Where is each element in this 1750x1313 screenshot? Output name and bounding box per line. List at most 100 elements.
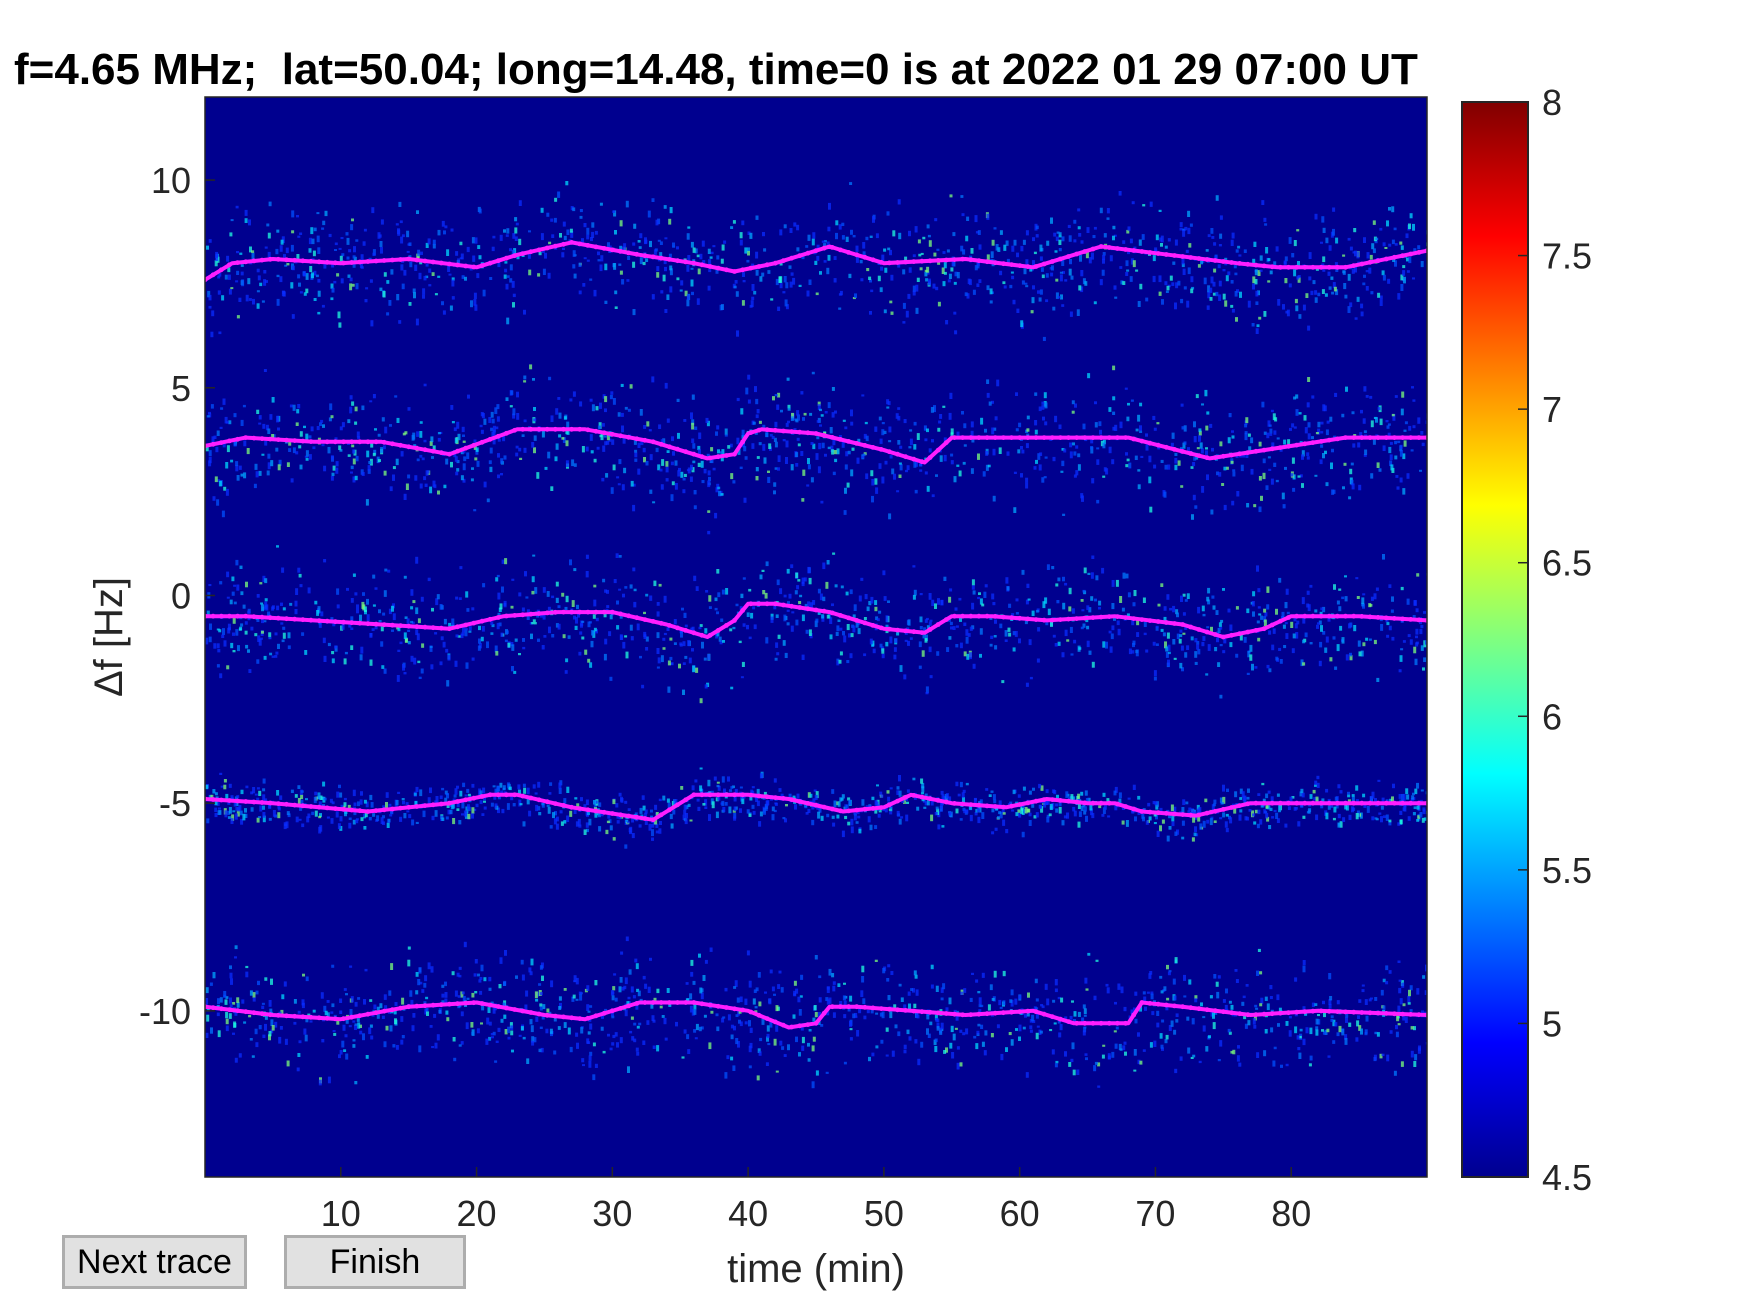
trace-point (919, 630, 925, 635)
trace-point (227, 262, 232, 268)
trace-point (512, 253, 517, 259)
trace-point (308, 439, 314, 444)
trace-point (878, 805, 884, 810)
trace-point (479, 618, 485, 624)
trace-point (943, 257, 949, 263)
trace-point (854, 441, 860, 446)
trace-point (1269, 800, 1275, 806)
trace-point (1375, 615, 1381, 620)
next-trace-button[interactable]: Next trace (62, 1235, 247, 1289)
trace-point (854, 618, 860, 623)
trace-point (1326, 613, 1332, 619)
trace-point (593, 808, 599, 814)
trace-point (1001, 1010, 1006, 1016)
trace-point (512, 792, 517, 798)
trace-point (438, 450, 444, 456)
trace-point (1058, 798, 1063, 803)
trace-point (259, 800, 265, 805)
trace-point (552, 426, 558, 432)
trace-point (1009, 615, 1014, 621)
trace-point (577, 806, 583, 811)
trace-point (390, 622, 395, 628)
trace-point (1131, 1012, 1137, 1018)
trace-point (919, 794, 925, 800)
trace-point (683, 797, 689, 803)
trace-point (732, 451, 737, 457)
colorbar-tick-label: 6.5 (1542, 543, 1592, 584)
trace-point (1196, 1006, 1202, 1012)
trace-point (1408, 435, 1414, 440)
trace-point (1098, 800, 1104, 806)
trace-point (821, 245, 827, 251)
trace-point (1106, 614, 1112, 619)
trace-point (1090, 1020, 1096, 1026)
trace-point (585, 243, 591, 248)
trace-point (1278, 618, 1283, 624)
trace-point (732, 618, 737, 623)
trace-point (259, 436, 265, 441)
trace-point (1163, 1002, 1169, 1008)
trace-point (1220, 807, 1226, 812)
trace-point (300, 258, 306, 264)
trace-point (862, 1004, 868, 1010)
trace-point (911, 1008, 917, 1014)
trace-point (544, 799, 550, 805)
trace-point (227, 613, 232, 619)
trace-point (1049, 797, 1055, 802)
trace-point (634, 1001, 640, 1006)
trace-point (495, 433, 501, 439)
trace-point (235, 1008, 241, 1014)
trace-point (748, 601, 754, 607)
trace-point (332, 1016, 338, 1022)
trace-point (1278, 800, 1283, 806)
trace-point (406, 623, 412, 629)
trace-point (267, 436, 273, 442)
trace-point (1375, 1010, 1381, 1016)
trace-point (373, 621, 379, 627)
trace-point (748, 430, 754, 435)
trace-point (251, 435, 257, 441)
trace-point (1220, 634, 1226, 640)
trace-point (267, 1012, 273, 1018)
finish-button[interactable]: Finish (284, 1235, 466, 1289)
trace-point (1310, 264, 1316, 270)
trace-point (455, 262, 460, 268)
trace-point (1229, 805, 1234, 810)
trace-point (585, 427, 591, 433)
trace-point (976, 1011, 982, 1017)
trace-point (438, 801, 444, 807)
x-tick-label: 20 (457, 1193, 497, 1234)
trace-point (341, 260, 346, 266)
trace-point (324, 618, 330, 624)
trace-point (235, 798, 241, 804)
trace-point (846, 1004, 851, 1010)
trace-point (1139, 617, 1145, 622)
trace-point (952, 801, 957, 806)
trace-point (1416, 1012, 1422, 1018)
trace-point (1302, 264, 1308, 270)
trace-point (927, 627, 933, 632)
trace-point (349, 260, 354, 265)
trace-point (1115, 246, 1120, 251)
trace-point (1237, 1011, 1242, 1017)
trace-point (373, 1010, 379, 1016)
trace-point (292, 257, 297, 263)
trace-point (952, 435, 957, 440)
trace-point (1163, 620, 1169, 625)
trace-point (1351, 435, 1357, 440)
chart-title: f=4.65 MHz; lat=50.04; long=14.48, time=… (14, 45, 1418, 94)
trace-point (1025, 1008, 1031, 1014)
trace-point (1294, 613, 1300, 619)
colorbar-tick-label: 6 (1542, 696, 1562, 737)
trace-point (430, 448, 436, 454)
trace-point (805, 606, 811, 612)
trace-point (1204, 629, 1210, 635)
trace-point (544, 426, 550, 432)
trace-point (1049, 617, 1055, 623)
trace-point (1001, 435, 1006, 440)
plot-frame (204, 96, 1428, 1178)
trace-point (1400, 435, 1405, 440)
trace-point (284, 1013, 289, 1019)
trace-point (1237, 451, 1242, 457)
trace-point (984, 803, 990, 809)
